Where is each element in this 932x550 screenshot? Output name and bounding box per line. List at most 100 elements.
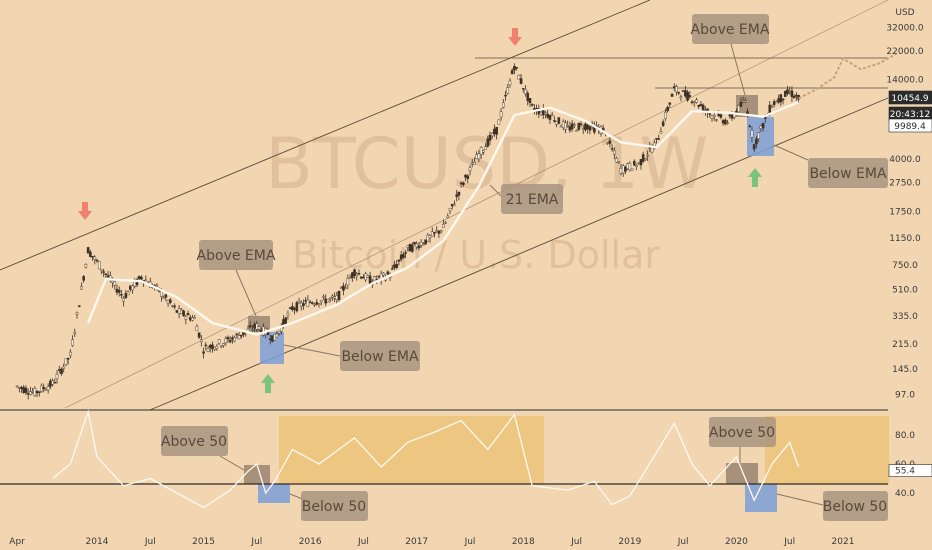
time-tick-label: Jul — [783, 537, 795, 547]
candle-body — [302, 303, 305, 307]
candle-body — [524, 88, 527, 95]
candle-body — [555, 121, 558, 125]
price-tag-label: 9989.4 — [894, 122, 926, 132]
candle-body — [69, 351, 72, 356]
price-tag — [888, 90, 932, 105]
candle-body — [49, 380, 52, 387]
candle-body — [273, 333, 276, 341]
candle-body — [417, 245, 421, 249]
candle-body — [322, 296, 325, 298]
candle-body — [717, 113, 720, 117]
candle-body — [659, 131, 663, 134]
candle-body — [204, 344, 208, 347]
candle-body — [479, 147, 483, 155]
candle-body — [635, 165, 638, 168]
candle-body — [444, 221, 447, 224]
callout-above-ema-2015-text: Above EMA — [197, 248, 276, 264]
candle-body — [220, 345, 223, 348]
candle-body — [484, 146, 487, 150]
candle-body — [586, 125, 589, 129]
rsi-value-tag — [888, 464, 932, 477]
candle-body — [62, 366, 65, 369]
candle-body — [326, 299, 330, 303]
candle-body — [737, 105, 740, 113]
candle-body — [477, 153, 481, 160]
time-tick-label: Jul — [570, 537, 582, 547]
rsi-above-50-band-2020 — [765, 416, 889, 484]
candle-body — [772, 101, 776, 105]
candle-body — [646, 154, 649, 157]
candle-body — [366, 275, 370, 278]
candle-body — [95, 259, 99, 262]
candle-body — [91, 255, 94, 258]
candle-body — [528, 98, 532, 103]
candle-body — [173, 305, 177, 308]
candle-body — [200, 339, 203, 342]
candle-body — [111, 280, 114, 283]
time-tick-label: Jul — [144, 537, 156, 547]
candle-body — [655, 138, 658, 140]
candle-body — [288, 307, 292, 309]
candle-body — [57, 369, 61, 371]
time-tick-label: Jul — [250, 537, 262, 547]
candle-body — [475, 154, 478, 159]
candle-body — [126, 291, 130, 296]
candle-body — [775, 101, 778, 104]
candle-body — [688, 95, 692, 97]
candle-body — [482, 150, 485, 153]
candle-body — [175, 310, 179, 313]
candle-body — [337, 290, 341, 301]
candle-body — [22, 387, 26, 393]
candle-body — [442, 224, 445, 228]
candle-body — [359, 276, 363, 279]
candle-body — [439, 230, 443, 233]
rsi-above-50-zone-2020 — [726, 463, 758, 484]
candle-body — [468, 167, 472, 171]
candle-body — [781, 98, 785, 101]
candle-body — [632, 160, 636, 166]
candle-body — [393, 264, 396, 268]
candle-body — [397, 259, 401, 262]
candle-body — [626, 163, 629, 170]
candle-body — [271, 335, 274, 342]
candle-body — [215, 346, 219, 349]
watermark-name: Bitcoin / U.S. Dollar — [292, 233, 660, 277]
candle-body — [517, 74, 521, 80]
candle-body — [102, 271, 105, 273]
candle-body — [144, 279, 148, 282]
candle-body — [60, 368, 63, 375]
candle-body — [222, 343, 225, 346]
candle-body — [608, 140, 612, 144]
candle-body — [724, 119, 727, 125]
candle-body — [188, 317, 192, 321]
candle-body — [208, 345, 212, 348]
candle-body — [697, 105, 700, 107]
arrows — [78, 28, 762, 393]
candle-body — [353, 269, 356, 276]
candle-body — [548, 115, 552, 120]
candle-body — [186, 313, 190, 316]
candle-body — [17, 386, 21, 389]
candle-body — [297, 301, 301, 303]
candle-body — [613, 150, 616, 155]
candle-body — [748, 125, 752, 128]
candle-body — [588, 126, 592, 131]
callout-rsi-below-50-2020 — [823, 491, 888, 521]
candle-body — [757, 132, 760, 139]
candle-body — [313, 303, 316, 306]
callout-21-ema — [501, 184, 563, 214]
candle-body — [228, 339, 232, 343]
candle-body — [424, 239, 427, 245]
candle-body — [488, 134, 492, 141]
candle-body — [51, 380, 54, 385]
candle-body — [106, 275, 110, 278]
ema-21-line — [86, 101, 800, 336]
candle-body — [306, 299, 310, 307]
candle-body — [413, 242, 416, 245]
candle-body — [162, 296, 165, 299]
candle-body — [666, 107, 669, 112]
price-tag — [888, 118, 932, 133]
candle-body — [266, 332, 270, 335]
candle-body — [581, 128, 585, 130]
candle-body — [690, 101, 694, 104]
